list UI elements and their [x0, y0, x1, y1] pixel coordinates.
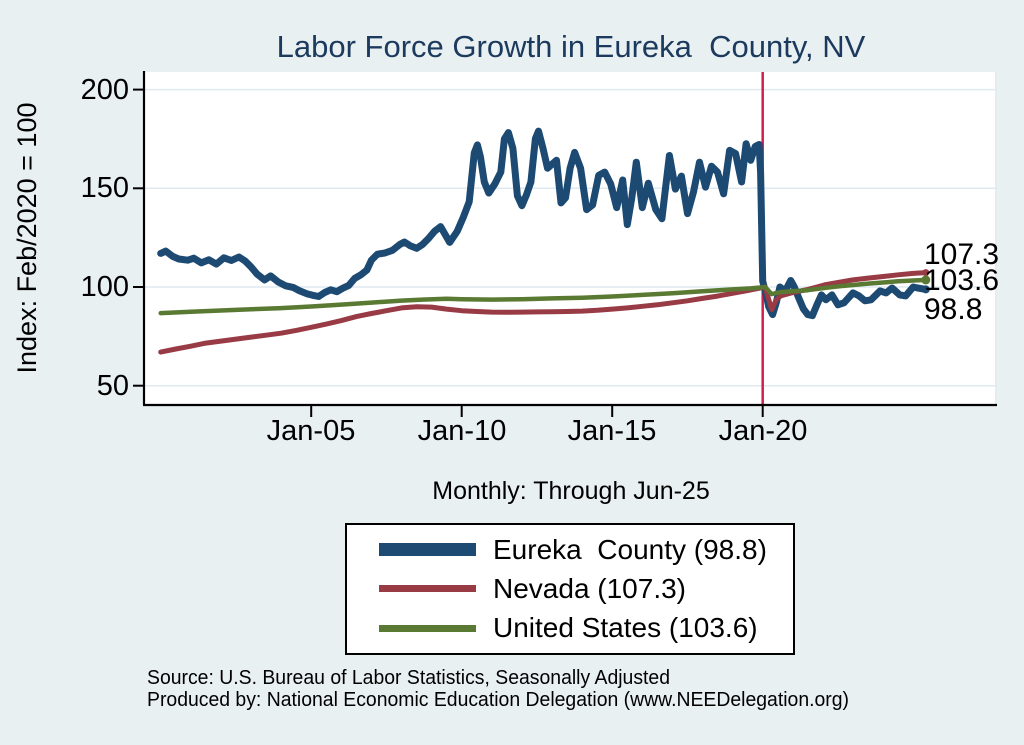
source-line-2: Produced by: National Economic Education… [147, 689, 850, 711]
legend-label-nevada: Nevada (107.3) [493, 572, 687, 604]
source-line-1: Source: U.S. Bureau of Labor Statistics,… [147, 667, 671, 689]
legend-label-eureka: Eureka County (98.8) [493, 533, 767, 565]
legend-item-nevada: Nevada (107.3) [347, 573, 793, 605]
united-states-line-swatch [379, 624, 476, 632]
series-line-eureka-county [157, 127, 930, 320]
nevada-line-swatch [379, 585, 476, 593]
x-tick-label-jan20: Jan-20 [718, 415, 808, 447]
axes [133, 71, 997, 417]
y-axis-label: Index: Feb/2020 = 100 [12, 102, 42, 374]
series-end-dot-united-states [921, 275, 931, 285]
x-tick-label-jan05: Jan-05 [266, 415, 356, 447]
series-line-united-states [158, 277, 929, 316]
y-tick-label-50: 50 [96, 370, 129, 402]
series-end-dot-eureka-county [921, 285, 930, 294]
eureka-line-swatch [379, 543, 476, 557]
x-tick-label-jan15: Jan-15 [567, 415, 657, 447]
legend-item-united-states: United States (103.6) [347, 612, 793, 644]
series-end-dot-nevada [922, 269, 930, 277]
y-tick-label-150: 150 [80, 172, 129, 204]
chart-subtitle: Monthly: Through Jun-25 [432, 477, 710, 505]
end-value-nevada: 107.3 [924, 238, 1000, 271]
y-tick-label-100: 100 [80, 271, 129, 303]
plot-background [145, 72, 997, 404]
legend-box: Eureka County (98.8) Nevada (107.3) Unit… [345, 523, 795, 655]
x-tick-marks [310, 406, 764, 417]
chart-title: Labor Force Growth in Eureka County, NV [276, 29, 866, 64]
y-tick-marks [133, 88, 143, 387]
series-layer [157, 72, 931, 404]
end-value-eureka: 98.8 [924, 293, 983, 326]
source-note: Source: U.S. Bureau of Labor Statistics,… [147, 667, 849, 711]
y-tick-label-200: 200 [80, 74, 129, 106]
legend-item-eureka: Eureka County (98.8) [347, 534, 793, 566]
x-tick-label-jan10: Jan-10 [417, 415, 507, 447]
legend-label-united-states: United States (103.6) [493, 612, 758, 644]
end-value-united-states: 103.6 [924, 264, 1000, 297]
